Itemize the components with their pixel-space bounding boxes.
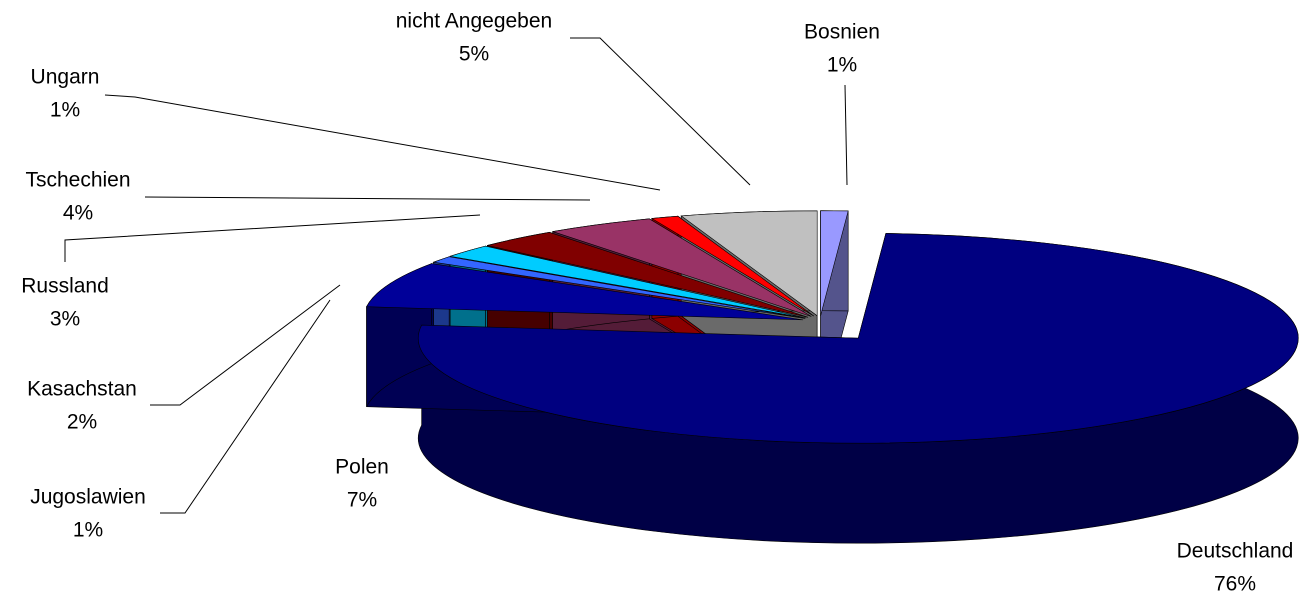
slice [552,218,812,317]
slice-label: Ungarn [31,66,100,89]
slice-label: Jugoslawien [30,486,146,509]
slice-label: Tschechien [25,169,130,192]
slice [366,263,804,321]
slice [680,210,818,317]
slice-label: nicht Angegeben [396,10,552,33]
slice [820,210,849,316]
leader-line [64,214,481,262]
slice-label: Kasachstan [27,378,137,401]
slice-label: Deutschland [1177,540,1294,563]
leader-line [160,299,331,514]
slice-label: Polen [335,456,389,479]
leader-line [144,196,591,201]
slice-label: Russland [21,275,109,298]
value-label: 3% [50,308,80,331]
slice [650,215,815,317]
slice [450,245,807,319]
value-label: 1% [50,99,80,122]
slice [487,232,809,318]
slice-label: Bosnien [804,21,880,44]
value-label: 4% [63,202,93,225]
leader-line [570,37,751,186]
leader-line [844,84,848,186]
slice [432,256,806,319]
value-label: 76% [1214,573,1256,596]
value-label: 2% [67,411,97,434]
value-label: 5% [459,43,489,66]
slice [417,233,1299,444]
value-label: 1% [827,54,857,77]
value-label: 7% [347,489,377,512]
leader-line [104,94,661,191]
value-label: 1% [73,519,103,542]
leader-line [150,284,341,406]
